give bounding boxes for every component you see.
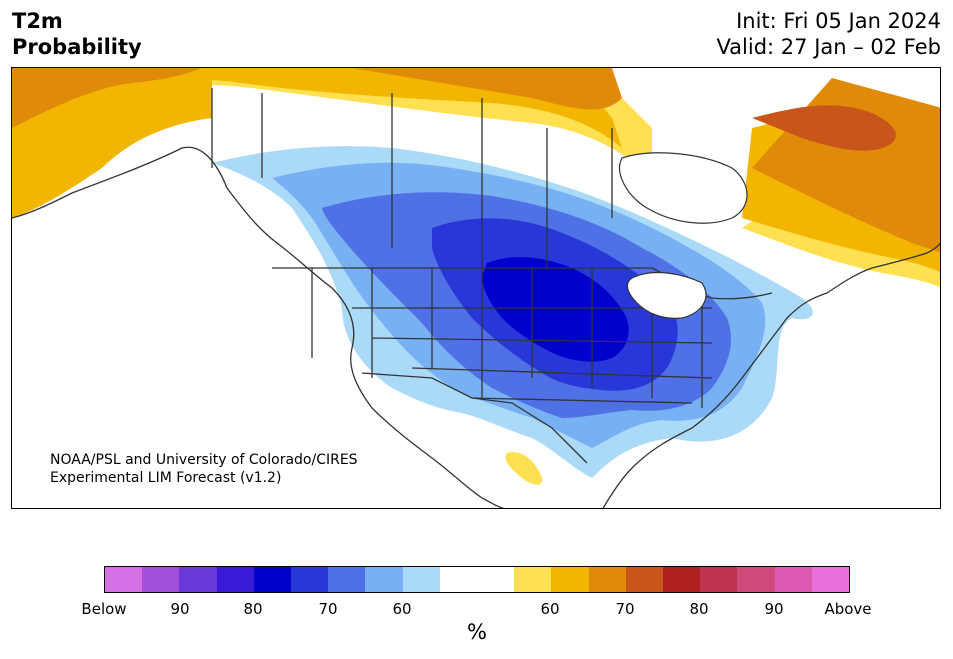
colorbar-tick-label: 80 (243, 600, 263, 618)
colorbar-segment (365, 567, 403, 592)
colorbar-tick-label: 60 (392, 600, 412, 618)
colorbar-segment (291, 567, 329, 592)
canada-provinces (211, 88, 613, 268)
colorbar-tick-label: 70 (615, 600, 635, 618)
great-lakes (626, 272, 707, 319)
colorbar-segment (402, 567, 440, 592)
date-block: Init: Fri 05 Jan 2024 Valid: 27 Jan – 02… (716, 8, 941, 60)
colorbar-segment (216, 567, 254, 592)
colorbar-segment (179, 567, 217, 592)
colorbar-segment (774, 567, 812, 592)
valid-date: Valid: 27 Jan – 02 Feb (716, 35, 941, 59)
colorbar-unit: % (467, 620, 487, 644)
colorbar-segment (551, 567, 589, 592)
above-80-alaska (12, 68, 202, 128)
coastline (12, 146, 940, 508)
colorbar-tick-label: 70 (318, 600, 338, 618)
above-70-northwest (12, 68, 622, 178)
variable-title: T2m (12, 9, 63, 33)
credit-block: NOAA/PSL and University of Colorado/CIRE… (50, 451, 358, 487)
above-80-arctic (352, 68, 622, 110)
colorbar-segment (477, 567, 515, 592)
colorbar-segment (253, 567, 292, 592)
colorbar-tick-label: 60 (540, 600, 560, 618)
map-canvas (12, 68, 940, 508)
colorbar-segment (588, 567, 626, 592)
colorbar-tick-label: Above (824, 600, 872, 618)
colorbar-segment (439, 567, 478, 592)
above-70-alaska (12, 68, 212, 218)
colorbar-segment (737, 567, 775, 592)
above-60-mexico (505, 452, 543, 485)
title-block: T2m Probability (12, 8, 142, 60)
colorbar-tick-label: 90 (170, 600, 190, 618)
us-states (311, 268, 713, 408)
forecast-map: NOAA/PSL and University of Colorado/CIRE… (11, 67, 941, 509)
colorbar-segment (663, 567, 701, 592)
colorbar-tick-label: 90 (764, 600, 784, 618)
hudson-bay (619, 152, 748, 224)
colorbar-segment (142, 567, 180, 592)
colorbar-segment (811, 567, 850, 592)
colorbar-segment (328, 567, 366, 592)
colorbar-segment (625, 567, 664, 592)
probability-colorbar (104, 566, 850, 593)
us-mexico-border (361, 372, 588, 464)
colorbar-segment (700, 567, 738, 592)
product-title: Probability (12, 35, 142, 59)
colorbar-segment (105, 567, 143, 592)
credit-line-1: NOAA/PSL and University of Colorado/CIRE… (50, 452, 358, 468)
colorbar-segment (514, 567, 552, 592)
above-90-northeast (752, 105, 896, 151)
colorbar-tick-label: Below (81, 600, 127, 618)
colorbar-tick-label: 80 (689, 600, 709, 618)
init-date: Init: Fri 05 Jan 2024 (736, 9, 941, 33)
credit-line-2: Experimental LIM Forecast (v1.2) (50, 470, 282, 486)
